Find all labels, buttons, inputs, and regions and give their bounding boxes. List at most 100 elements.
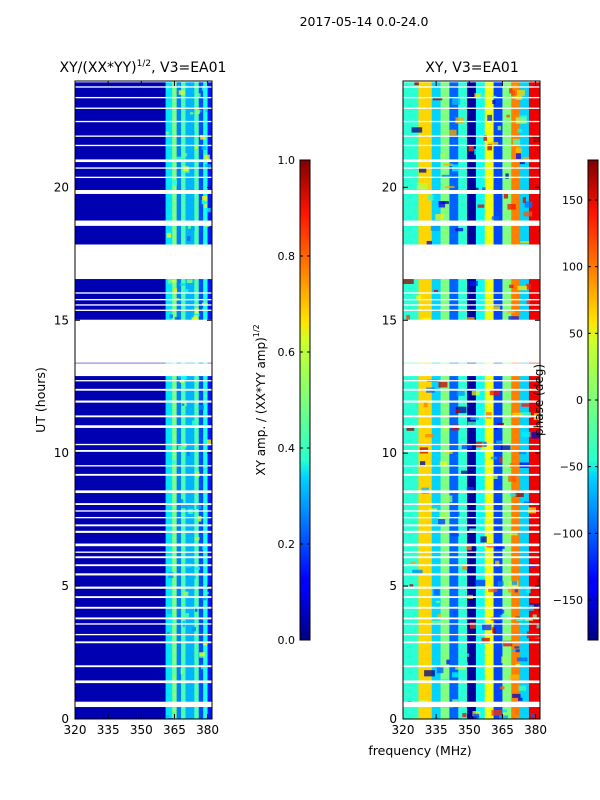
heatmap-band xyxy=(520,81,530,719)
phase-texture-cell xyxy=(503,193,509,199)
flagged-gap xyxy=(75,319,212,363)
flagged-gap xyxy=(75,596,212,599)
x-tick-label: 335 xyxy=(97,723,120,737)
flagged-gap xyxy=(75,490,212,494)
phase-texture-cell xyxy=(477,204,485,208)
amplitude-texture-cell xyxy=(191,317,197,321)
phase-texture-cell xyxy=(517,285,527,291)
flagged-gap xyxy=(75,107,212,109)
flagged-gap xyxy=(75,665,212,668)
x-tick-label: 380 xyxy=(196,723,219,737)
phase-texture-cell xyxy=(521,412,531,418)
amplitude-texture-cell xyxy=(186,450,190,456)
phase-texture-cell xyxy=(425,434,434,438)
flagged-gap xyxy=(75,564,212,567)
phase-texture-cell xyxy=(406,314,410,322)
phase-texture-cell xyxy=(403,277,414,284)
phase-texture-cell xyxy=(433,589,440,596)
phase-texture-cell xyxy=(523,211,533,217)
phase-texture-cell xyxy=(532,135,540,143)
phase-texture-cell xyxy=(406,425,415,431)
phase-texture-cell xyxy=(522,197,526,204)
phase-texture-cell xyxy=(466,546,477,551)
phase-colorbar-ticks: 150 100 50 0 −50 −100 −150 xyxy=(553,194,598,607)
phase-colorbar-label: phase (deg) xyxy=(532,364,546,436)
flagged-gap xyxy=(75,465,212,467)
phase-texture-cell xyxy=(466,545,472,551)
heatmap-band xyxy=(431,81,442,719)
flagged-gap xyxy=(75,189,212,194)
phase-texture-cell xyxy=(500,614,507,618)
phase-texture-cell xyxy=(455,227,464,232)
phase-texture-cell xyxy=(520,241,530,244)
heatmap-band xyxy=(458,81,468,719)
phase-texture-cell xyxy=(432,620,443,624)
phase-texture-cell xyxy=(511,580,518,585)
amplitude-texture-cell xyxy=(196,505,202,509)
flagged-gap xyxy=(403,530,540,533)
x-tick-label: 365 xyxy=(491,723,514,737)
phase-texture-cell xyxy=(500,445,511,452)
amplitude-texture-cell xyxy=(170,620,174,625)
amplitude-texture-cell xyxy=(201,195,208,202)
phase-texture-cell xyxy=(538,604,540,609)
y-tick-label: 10 xyxy=(382,446,397,460)
phase-texture-cell xyxy=(439,511,450,518)
phase-texture-cell xyxy=(536,624,540,629)
colorbar-tick-label: 100 xyxy=(562,261,583,274)
flagged-gap xyxy=(75,633,212,636)
phase-texture-cell xyxy=(473,713,480,719)
flagged-gap xyxy=(403,400,540,403)
flagged-gap xyxy=(75,701,212,708)
amplitude-texture-cell xyxy=(182,153,187,157)
phase-texture-cell xyxy=(452,97,461,105)
x-tick-label: 365 xyxy=(163,723,186,737)
amplitude-panel-title: XY/(XX*YY)1/2, V3=EA01 xyxy=(60,59,227,76)
colorbar-tick-label: 50 xyxy=(569,327,583,340)
phase-flagged-gaps xyxy=(403,81,540,708)
amplitude-texture-cell xyxy=(181,375,187,380)
phase-texture-cell xyxy=(481,637,490,644)
amplitude-texture-cell xyxy=(167,632,170,635)
flagged-gap xyxy=(75,309,212,311)
amplitude-texture-cell xyxy=(194,567,200,571)
heatmap-band xyxy=(176,81,182,719)
phase-texture-cell xyxy=(412,569,423,575)
phase-texture-cell xyxy=(515,618,523,622)
phase-texture-cell xyxy=(499,715,509,719)
phase-texture-cell xyxy=(466,317,475,321)
heatmap-band xyxy=(194,81,200,719)
flagged-gap xyxy=(75,530,212,533)
flagged-gap xyxy=(75,510,212,512)
amplitude-texture-cell xyxy=(204,154,210,161)
phase-panel-title: XY, V3=EA01 xyxy=(425,60,519,76)
phase-texture-cell xyxy=(433,289,439,293)
colorbar-tick-label: −150 xyxy=(553,594,583,607)
flagged-gap xyxy=(403,135,540,137)
phase-texture-cell xyxy=(514,589,519,593)
x-tick-label: 350 xyxy=(458,723,481,737)
phase-texture-cell xyxy=(512,693,521,698)
x-tick-label: 350 xyxy=(130,723,153,737)
flagged-gap xyxy=(403,633,540,636)
phase-texture-cell xyxy=(503,640,513,647)
amplitude-texture-cell xyxy=(186,279,193,284)
phase-texture-cell xyxy=(416,183,428,190)
amplitude-texture-cell xyxy=(165,715,170,718)
amplitude-texture-cell xyxy=(200,134,206,140)
heatmap-band xyxy=(449,81,459,719)
phase-texture-cell xyxy=(445,450,453,454)
phase-texture-cell xyxy=(511,649,518,652)
phase-texture-cell xyxy=(536,578,540,585)
flagged-gap xyxy=(403,86,540,88)
amplitude-texture-cell xyxy=(194,146,198,150)
phase-texture-cell xyxy=(508,316,519,324)
phase-texture-cell xyxy=(438,519,446,525)
heatmap-band xyxy=(467,81,477,719)
phase-texture-cell xyxy=(488,588,498,593)
phase-texture-cell xyxy=(438,517,445,520)
phase-texture-cell xyxy=(505,173,509,179)
phase-texture-cell xyxy=(495,545,505,549)
phase-texture-cell xyxy=(461,470,468,475)
flagged-gap xyxy=(75,81,212,83)
